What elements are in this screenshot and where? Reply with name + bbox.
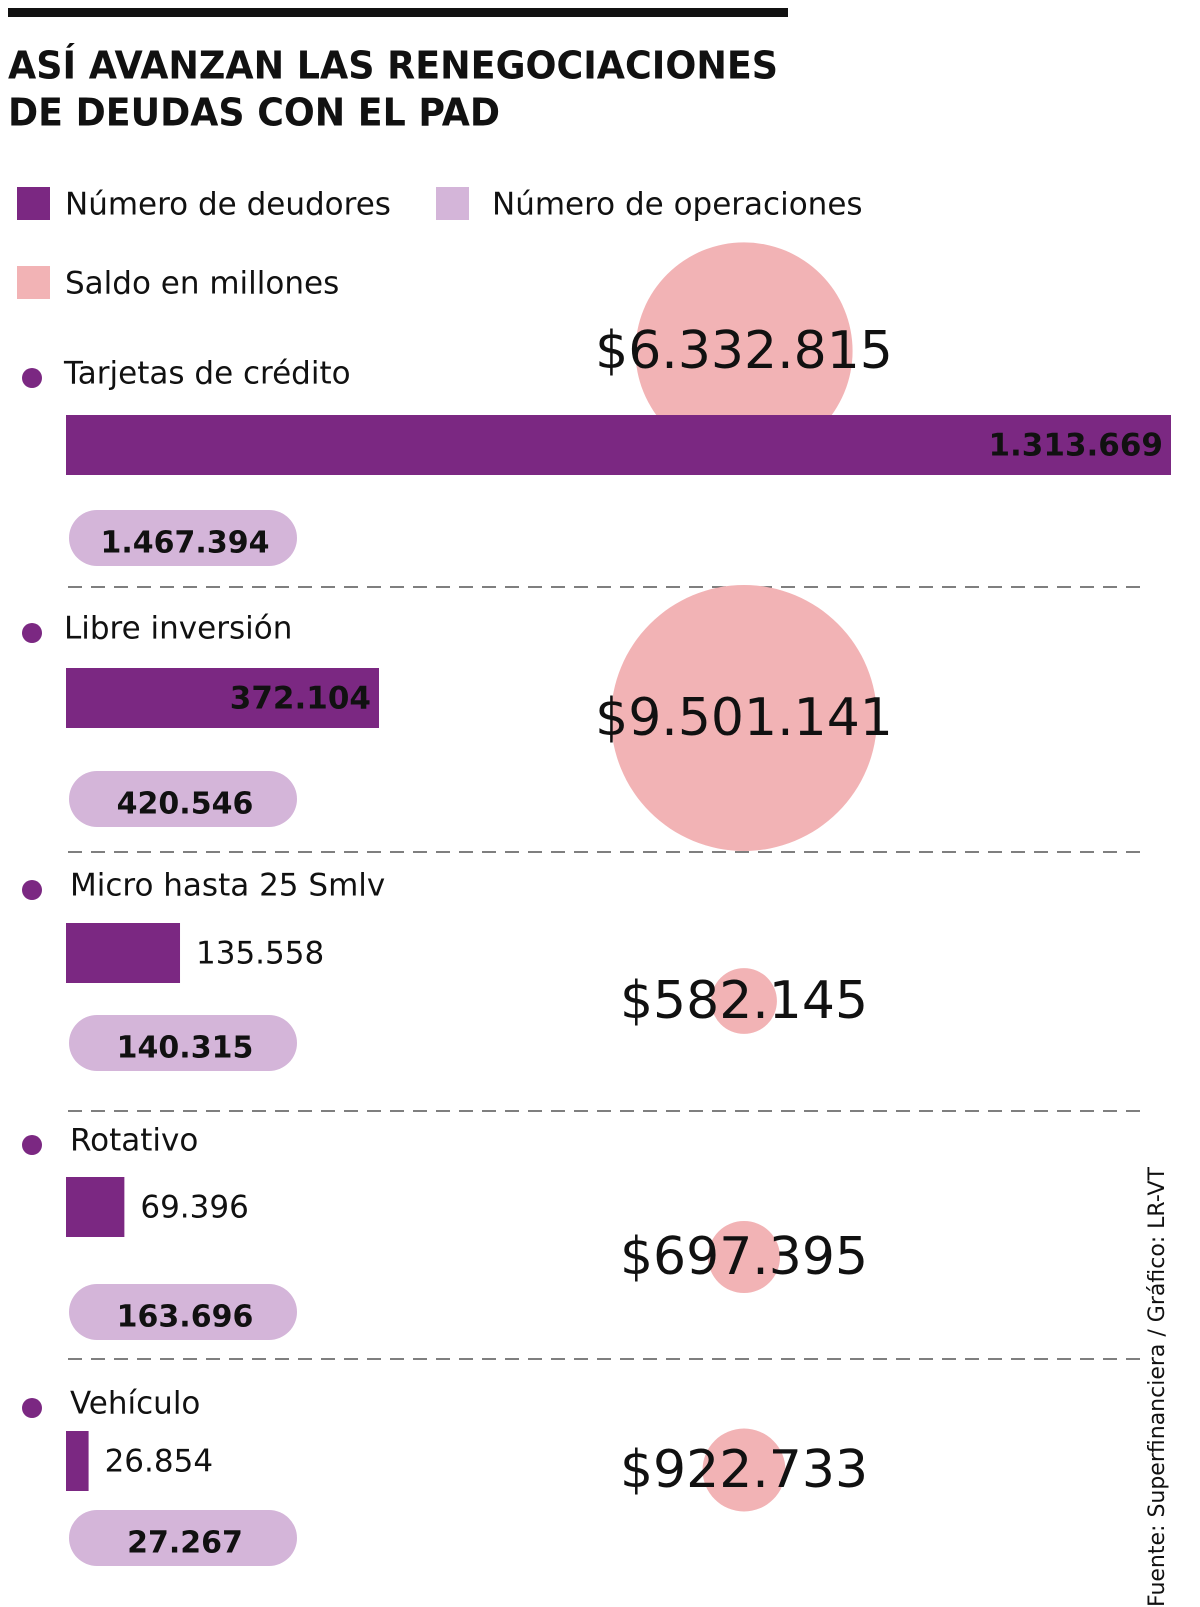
source: Fuente: Superfinanciera / Gráfico: LR-VT <box>1145 1166 1170 1607</box>
operations-pill <box>69 1510 297 1566</box>
operations-label: 163.696 <box>117 1300 254 1335</box>
category-dot <box>22 1135 42 1155</box>
legend-label: Número de operaciones <box>492 187 863 223</box>
chart-title: DE DEUDAS CON EL PAD <box>8 91 500 135</box>
bar-value-label: 135.558 <box>196 936 324 972</box>
operations-label: 27.267 <box>127 1526 243 1561</box>
bar <box>66 1431 89 1491</box>
operations-pill <box>69 1015 297 1071</box>
balance-label: $922.733 <box>620 1440 868 1500</box>
legend-swatch <box>436 187 469 220</box>
category-label: Micro hasta 25 Smlv <box>70 868 385 904</box>
bar-value-label: 372.104 <box>230 681 371 717</box>
top-rule <box>8 8 788 17</box>
category-label: Libre inversión <box>64 611 292 647</box>
balance-bubble <box>611 585 877 851</box>
bar <box>66 668 379 728</box>
bar-value-label: 69.396 <box>140 1190 248 1226</box>
balance-label: $697.395 <box>620 1227 868 1287</box>
category-dot <box>22 1398 42 1418</box>
legend-label: Saldo en millones <box>65 266 339 302</box>
operations-label: 1.467.394 <box>101 526 270 561</box>
operations-pill <box>69 510 297 566</box>
bar-value-label: 1.313.669 <box>988 428 1163 464</box>
balance-bubble <box>707 1220 781 1294</box>
category-dot <box>22 880 42 900</box>
bar-value-label: 26.854 <box>105 1444 213 1480</box>
category-label: Rotativo <box>70 1123 198 1159</box>
category-label: Tarjetas de crédito <box>63 356 351 392</box>
balance-label: $582.145 <box>620 971 868 1031</box>
operations-pill <box>69 1284 297 1340</box>
category-dot <box>22 368 42 388</box>
legend-swatch <box>17 187 50 220</box>
legend-label: Número de deudores <box>65 187 391 223</box>
balance-label: $9.501.141 <box>595 688 893 748</box>
balance-label: $6.332.815 <box>595 321 893 381</box>
operations-label: 140.315 <box>117 1031 254 1066</box>
balance-bubble <box>711 968 777 1034</box>
bar <box>66 923 181 983</box>
balance-bubble <box>702 1428 786 1512</box>
balance-bubble <box>635 242 853 460</box>
category-dot <box>22 623 42 643</box>
bar <box>66 1177 125 1237</box>
operations-pill <box>69 771 297 827</box>
legend-swatch <box>17 266 50 299</box>
bar <box>66 415 1171 475</box>
operations-label: 420.546 <box>117 787 254 822</box>
category-label: Vehículo <box>70 1386 200 1422</box>
chart-title: ASÍ AVANZAN LAS RENEGOCIACIONES <box>8 44 778 88</box>
